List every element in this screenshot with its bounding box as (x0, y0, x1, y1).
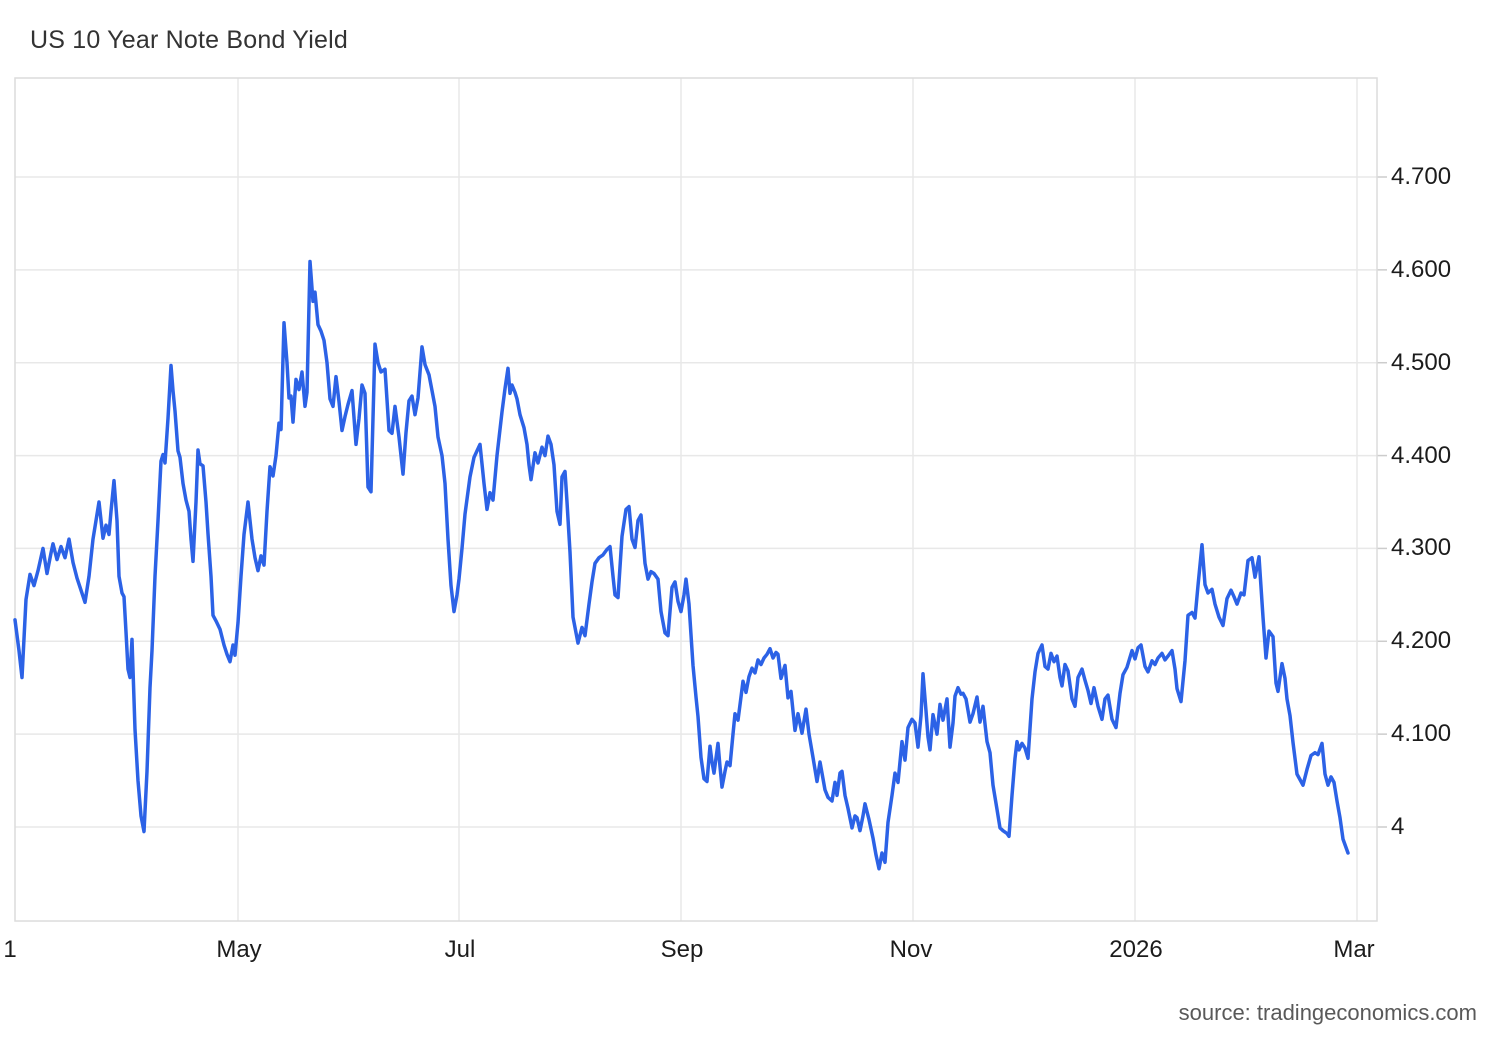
y-axis-label: 4.700 (1391, 163, 1452, 190)
x-axis-label: 1 (3, 936, 17, 963)
x-axis-label: May (216, 936, 262, 963)
y-axis-label: 4 (1391, 812, 1405, 840)
x-axis-label: Mar (1333, 936, 1375, 963)
y-axis-label: 4.300 (1391, 534, 1452, 562)
x-axis-label: Sep (660, 936, 704, 963)
source-attribution: source: tradingeconomics.com (1178, 1000, 1477, 1025)
x-axis-label: Nov (889, 936, 933, 963)
x-axis-label: Jul (444, 936, 476, 963)
y-axis-label: 4.400 (1391, 441, 1452, 469)
y-axis-label: 4.600 (1391, 255, 1452, 283)
plot-border (14, 77, 1378, 922)
chart-title: US 10 Year Note Bond Yield (30, 26, 348, 54)
y-axis-label: 4.500 (1391, 348, 1452, 376)
x-axis-label: 2026 (1109, 936, 1163, 963)
yield-line-series (13, 259, 1350, 871)
y-axis-label: 4.100 (1391, 720, 1452, 748)
y-axis-label: 4.200 (1391, 627, 1452, 655)
